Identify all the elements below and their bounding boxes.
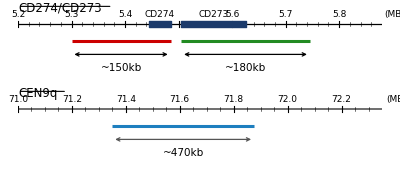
Text: 5.4: 5.4 [118, 10, 132, 19]
Text: ~470kb: ~470kb [162, 148, 204, 158]
Text: CD273: CD273 [198, 10, 228, 19]
Text: 71.0: 71.0 [8, 95, 28, 104]
Text: 5.3: 5.3 [64, 10, 79, 19]
Text: 5.6: 5.6 [225, 10, 239, 19]
Text: 5.7: 5.7 [278, 10, 293, 19]
Text: 71.6: 71.6 [170, 95, 190, 104]
Text: (MB): (MB) [386, 95, 400, 104]
Text: 5.2: 5.2 [11, 10, 25, 19]
Text: CD274: CD274 [145, 10, 175, 19]
Text: 71.4: 71.4 [116, 95, 136, 104]
Text: 72.2: 72.2 [332, 95, 352, 104]
Text: 71.2: 71.2 [62, 95, 82, 104]
Text: 5.8: 5.8 [332, 10, 346, 19]
Text: ~180kb: ~180kb [225, 63, 266, 73]
Text: 71.8: 71.8 [224, 95, 244, 104]
Text: ~150kb: ~150kb [100, 63, 142, 73]
Text: (MB): (MB) [385, 10, 400, 19]
Text: CD274/CD273: CD274/CD273 [18, 2, 102, 15]
Text: CEN9q: CEN9q [18, 87, 57, 100]
Text: 72.0: 72.0 [278, 95, 298, 104]
